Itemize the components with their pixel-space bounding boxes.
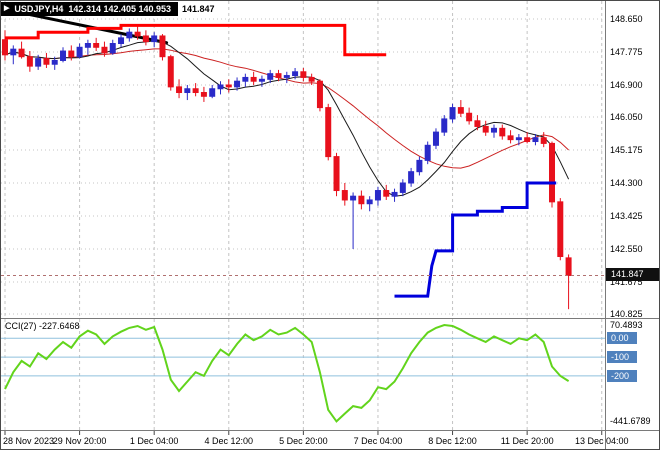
symbol-timeframe-label: USDJPY,H4 [14, 4, 64, 14]
current-price-box: 141.847 [606, 268, 659, 282]
ohlc-values: 142.314 142.405 140.953 [68, 4, 172, 14]
ohlc-banner-box: ▶ USDJPY,H4 142.314 142.405 140.953 [1, 2, 179, 16]
cci-indicator-label: CCI(27) -227.6468 [5, 321, 80, 331]
ohlc-close-value: 141.847 [182, 4, 215, 14]
chart-logo-icon: ▶ [4, 5, 10, 12]
ohlc-banner: ▶ USDJPY,H4 142.314 142.405 140.953 141.… [1, 2, 215, 16]
